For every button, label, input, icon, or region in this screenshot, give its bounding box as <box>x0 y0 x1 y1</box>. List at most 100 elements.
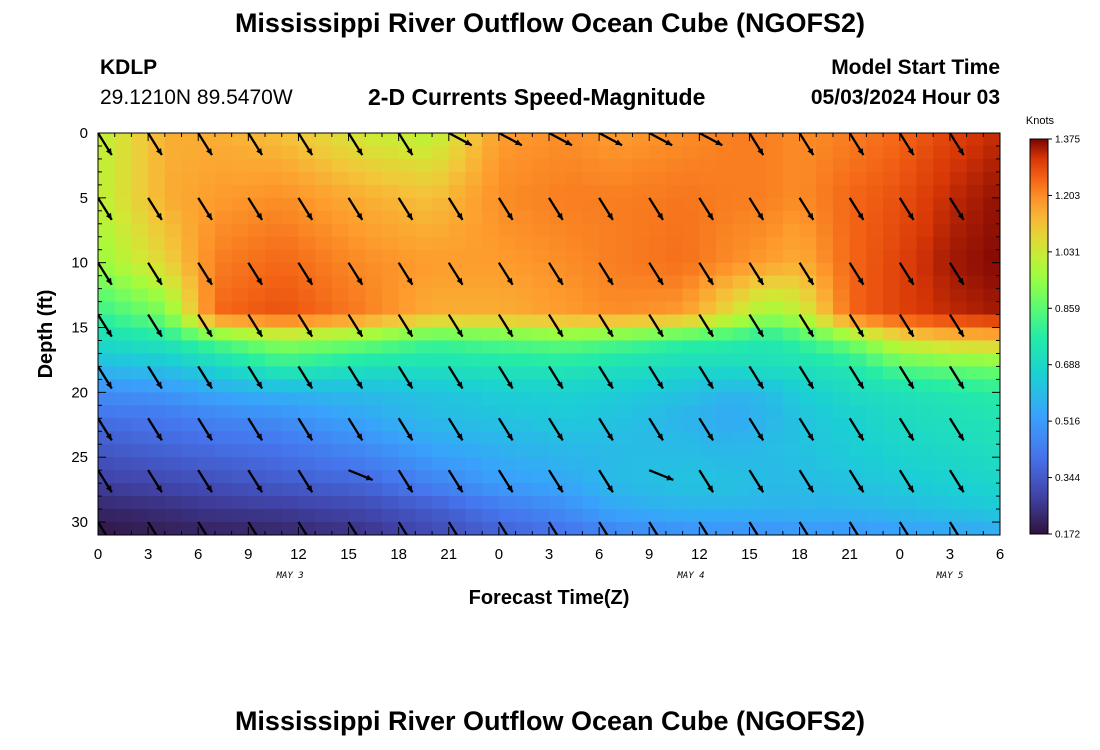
heatmap-cell <box>331 470 350 484</box>
heatmap-cell <box>649 249 667 264</box>
heatmap-cell <box>632 145 650 160</box>
heatmap-cell <box>98 262 116 277</box>
heatmap-cell <box>381 379 400 393</box>
heatmap-cell <box>649 509 667 523</box>
heatmap-cell <box>565 171 583 186</box>
heatmap-cell <box>699 353 717 368</box>
x-tick-label: 3 <box>144 546 152 563</box>
y-tick-label: 30 <box>71 514 88 531</box>
current-arrow <box>147 262 163 286</box>
heatmap-cell <box>498 262 517 277</box>
heatmap-cell <box>448 197 467 212</box>
heatmap-cell <box>231 288 249 303</box>
heatmap-cell <box>348 392 366 406</box>
current-arrow <box>798 417 815 441</box>
heatmap-cell <box>415 133 433 147</box>
heatmap-cell <box>816 327 834 342</box>
heatmap-cell <box>515 340 533 355</box>
heatmap-cell <box>899 366 918 380</box>
current-arrow <box>698 469 715 493</box>
heatmap-cell <box>131 340 149 355</box>
heatmap-cell <box>699 405 717 419</box>
heatmap-cell <box>465 275 483 290</box>
heatmap-cell <box>265 275 283 290</box>
heatmap-cell <box>782 340 801 355</box>
heatmap-cell <box>398 223 416 238</box>
heatmap-cell <box>298 457 316 471</box>
current-arrow <box>848 197 865 221</box>
heatmap-cell <box>933 340 951 355</box>
heatmap-cell <box>665 171 684 186</box>
heatmap-cell <box>649 158 667 173</box>
heatmap-cell <box>966 470 984 484</box>
current-arrow <box>598 133 623 147</box>
heatmap-cell <box>549 522 567 535</box>
heatmap-cell <box>248 301 266 316</box>
heatmap-cell <box>331 405 350 419</box>
heatmap-cell <box>716 210 734 225</box>
heatmap-cell <box>131 197 149 212</box>
heatmap-cell <box>599 457 617 471</box>
heatmap-cell <box>632 405 650 419</box>
heatmap-cell <box>198 133 216 147</box>
current-arrow <box>397 262 414 286</box>
heatmap-cell <box>799 236 817 251</box>
heatmap-cell <box>482 470 500 484</box>
heatmap-cell <box>665 392 684 406</box>
heatmap-cell <box>716 522 734 535</box>
current-arrow <box>147 469 163 493</box>
heatmap-cell <box>766 392 784 406</box>
heatmap-cell <box>214 210 233 225</box>
heatmap-cell <box>933 509 951 523</box>
heatmap-cell <box>281 496 300 510</box>
heatmap-cell <box>498 470 517 484</box>
heatmap-cell <box>949 314 968 329</box>
heatmap-cell <box>916 184 934 199</box>
heatmap-cell <box>682 379 700 393</box>
heatmap-cell <box>582 145 600 160</box>
heatmap-cell <box>381 275 400 290</box>
heatmap-cell <box>98 184 116 199</box>
heatmap-cell <box>331 275 350 290</box>
heatmap-cell <box>448 301 467 316</box>
heatmap-cell <box>966 457 984 471</box>
heatmap-cell <box>933 158 951 173</box>
heatmap-cell <box>716 405 734 419</box>
heatmap-cell <box>98 444 116 458</box>
current-arrow <box>648 197 664 221</box>
heatmap-cell <box>114 340 132 355</box>
heatmap-cell <box>164 483 183 497</box>
heatmap-cell <box>448 366 467 380</box>
current-arrow <box>848 521 860 535</box>
heatmap-cell <box>415 457 433 471</box>
heatmap-cell <box>782 509 801 523</box>
heatmap-cell <box>649 171 667 186</box>
heatmap-cell <box>432 366 450 380</box>
heatmap-cell <box>281 418 300 432</box>
heatmap-cell <box>782 158 801 173</box>
heatmap-cell <box>131 171 149 186</box>
heatmap-cell <box>949 262 968 277</box>
current-arrow <box>948 521 960 535</box>
heatmap-cell <box>515 457 533 471</box>
heatmap-cell <box>966 236 984 251</box>
heatmap-cell <box>549 340 567 355</box>
heatmap-cell <box>348 249 366 264</box>
heatmap-cell <box>849 509 867 523</box>
heatmap-cell <box>866 483 884 497</box>
heatmap-cell <box>214 158 233 173</box>
heatmap-cell <box>632 327 650 342</box>
heatmap-cell <box>599 249 617 264</box>
heatmap-cell <box>883 327 901 342</box>
heatmap-cell <box>966 171 984 186</box>
heatmap-cell <box>632 249 650 264</box>
heatmap-cell <box>432 223 450 238</box>
heatmap-cell <box>832 457 851 471</box>
heatmap-cell <box>732 223 751 238</box>
heatmap-cell <box>448 470 467 484</box>
heatmap-cell <box>432 314 450 329</box>
heatmap-cell <box>214 457 233 471</box>
heatmap-cell <box>515 444 533 458</box>
heatmap-cell <box>281 314 300 329</box>
x-tick-label: 9 <box>244 546 252 563</box>
